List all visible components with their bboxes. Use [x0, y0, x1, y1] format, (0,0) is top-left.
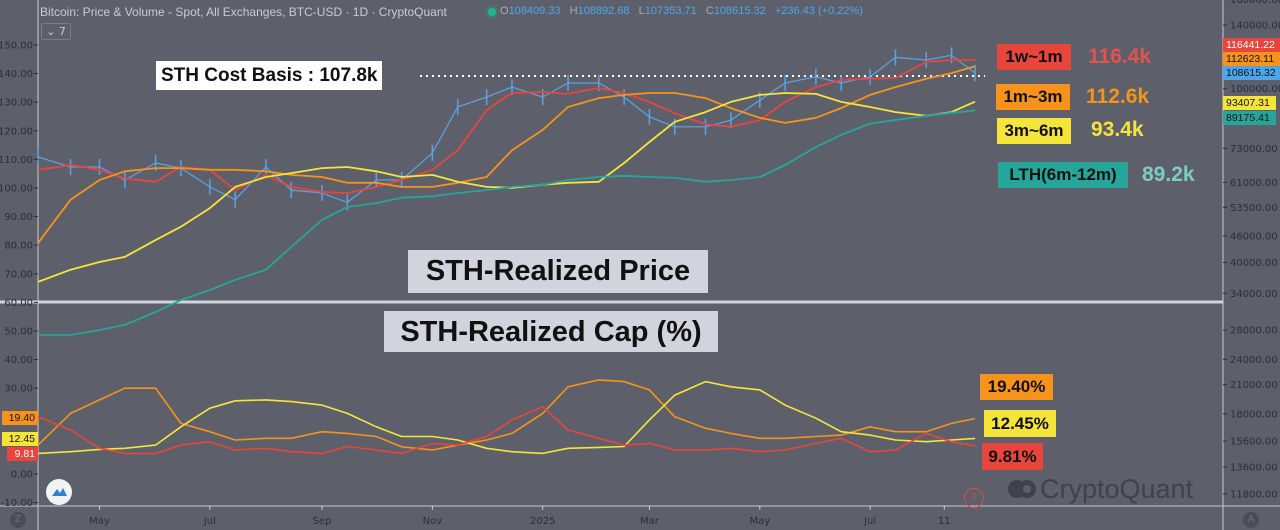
- time-tick-label: Jul: [863, 516, 876, 527]
- pct-1w-1m-label: 9.81%: [982, 443, 1043, 470]
- time-tick-label: May: [89, 516, 110, 527]
- left-tick-label: 30.00: [4, 384, 33, 395]
- auto-scale-button[interactable]: A: [1243, 512, 1259, 528]
- left-tick-label: 80.00: [4, 241, 33, 252]
- left-badge-1m-3m: 19.40: [2, 411, 38, 425]
- time-tick-label: Mar: [640, 516, 660, 527]
- right-badge-price: 108615.32: [1223, 66, 1280, 80]
- left-tick-label: 60.00: [4, 298, 33, 309]
- right-badge-lth: 89175.41: [1223, 111, 1276, 125]
- open-label: O: [500, 5, 509, 17]
- left-badge-3m-6m: 12.45: [2, 432, 38, 446]
- top-panel-title: STH-Realized Price: [408, 250, 708, 293]
- low-label: L: [638, 5, 645, 17]
- bottom-panel-title: STH-Realized Cap (%): [384, 311, 718, 352]
- right-tick-label: 11800.00: [1230, 489, 1278, 500]
- cost-basis-label: STH Cost Basis : 107.8k: [156, 61, 383, 90]
- left-tick-label: 130.00: [0, 98, 33, 109]
- right-badge-3m-6m: 93407.31: [1223, 96, 1276, 110]
- legend-lth-value: 89.2k: [1142, 163, 1195, 186]
- ohlc-readout: O108409.33 H108892.68 L107353.71 C108615…: [500, 5, 869, 17]
- price-series-1m-3m-line[interactable]: [37, 65, 976, 244]
- left-tick-label: 110.00: [0, 155, 33, 166]
- legend-1m-3m-value: 112.6k: [1086, 85, 1150, 108]
- left-badge-1w-1m: 9.81: [7, 447, 38, 461]
- time-tick-label: Nov: [423, 516, 443, 527]
- right-tick-label: 21000.00: [1230, 380, 1278, 391]
- left-tick-label: 100.00: [0, 184, 33, 195]
- close-label: C: [705, 5, 714, 17]
- close-value: 108615.32: [713, 5, 766, 17]
- price-series-lth-6m-12m-line[interactable]: [38, 109, 976, 336]
- right-tick-label: 61000.00: [1230, 178, 1278, 189]
- help-icon[interactable]: ?: [964, 488, 984, 508]
- right-tick-label: 160000.00: [1230, 0, 1280, 6]
- left-tick-label: 40.00: [4, 355, 33, 366]
- left-tick-label: -10.00: [1, 498, 33, 509]
- time-tick-label: Jul: [203, 516, 216, 527]
- scale-z-button[interactable]: Z: [10, 512, 26, 528]
- legend-lth-label: LTH(6m-12m): [998, 162, 1128, 188]
- legend-1w-1m-value: 116.4k: [1088, 45, 1152, 68]
- legend-1m-3m-label: 1m~3m: [996, 84, 1070, 110]
- high-label: H: [569, 5, 578, 17]
- left-tick-label: 70.00: [4, 269, 33, 280]
- legend-3m-6m-value: 93.4k: [1091, 118, 1144, 141]
- left-tick-label: 150.00: [0, 41, 33, 52]
- change-value: +236.43 (+0.22%): [774, 5, 863, 17]
- right-badge-1m-3m: 112623.11: [1223, 52, 1280, 66]
- right-tick-label: 24000.00: [1230, 355, 1278, 366]
- chart-title: Bitcoin: Price & Volume - Spot, All Exch…: [40, 5, 447, 19]
- high-value: 108892.68: [577, 5, 630, 17]
- right-tick-label: 15600.00: [1230, 437, 1278, 448]
- low-value: 107353.71: [644, 5, 697, 17]
- right-tick-label: 46000.00: [1230, 231, 1278, 242]
- left-tick-label: 50.00: [4, 327, 33, 338]
- right-tick-label: 34000.00: [1230, 289, 1278, 300]
- time-tick-label: 2025: [530, 516, 555, 527]
- right-tick-label: 13600.00: [1230, 463, 1278, 474]
- right-tick-label: 100000.00: [1230, 84, 1280, 95]
- right-tick-label: 73000.00: [1230, 144, 1278, 155]
- cryptoquant-logo-icon: [1008, 480, 1036, 498]
- left-tick-label: 120.00: [0, 126, 33, 137]
- left-tick-label: 0.00: [11, 470, 33, 481]
- time-tick-label: May: [749, 516, 770, 527]
- right-tick-label: 28000.00: [1230, 326, 1278, 337]
- time-tick-label: 11: [938, 516, 951, 527]
- indicators-collapse-button[interactable]: ⌄ 7: [41, 23, 71, 40]
- right-tick-label: 40000.00: [1230, 258, 1278, 269]
- left-tick-label: 90.00: [4, 212, 33, 223]
- realized-cap-1m-3m-line[interactable]: [37, 379, 976, 451]
- live-status-icon: [488, 8, 496, 16]
- right-tick-label: 140000.00: [1230, 20, 1280, 31]
- realized-cap-1w-1m-line[interactable]: [37, 405, 976, 455]
- right-tick-label: 18000.00: [1230, 409, 1278, 420]
- legend-3m-6m-label: 3m~6m: [997, 118, 1071, 144]
- legend-1w-1m-label: 1w~1m: [997, 44, 1071, 70]
- left-tick-label: 140.00: [0, 69, 33, 80]
- right-tick-label: 53500.00: [1230, 203, 1278, 214]
- app-logo-button[interactable]: [46, 479, 72, 505]
- open-value: 108409.33: [508, 5, 561, 17]
- pct-1m-3m-label: 19.40%: [980, 374, 1053, 400]
- pct-3m-6m-label: 12.45%: [984, 410, 1056, 437]
- time-tick-label: Sep: [313, 516, 332, 527]
- right-badge-1w-1m: 116441.22: [1223, 38, 1280, 52]
- app-logo-icon: [52, 488, 67, 496]
- watermark: CryptoQuant: [1040, 474, 1194, 504]
- realized-cap-3m-6m-line[interactable]: [37, 380, 976, 455]
